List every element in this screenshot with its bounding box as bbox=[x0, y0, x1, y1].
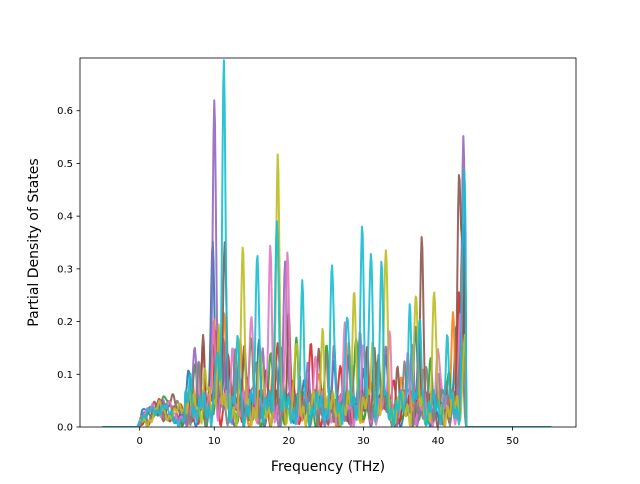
series-line-8 bbox=[102, 344, 552, 427]
y-tick-label: 0.5 bbox=[57, 159, 73, 170]
series-layer bbox=[102, 59, 552, 427]
x-tick-label: 30 bbox=[357, 436, 370, 447]
ticks-layer: 0 10 20 30 40 50 0.0 0.1 0.2 0.3 0.4 0.5 0.6 bbox=[57, 106, 519, 447]
x-tick-label: 10 bbox=[208, 436, 221, 447]
y-tick-label: 0.1 bbox=[57, 370, 73, 381]
x-tick-label: 0 bbox=[136, 436, 142, 447]
y-tick-label: 0.4 bbox=[57, 212, 73, 223]
y-axis-label: Partial Density of States bbox=[26, 158, 42, 326]
x-tick-label: 40 bbox=[432, 436, 445, 447]
y-tick-label: 0.3 bbox=[57, 264, 73, 275]
series-line-6 bbox=[102, 174, 552, 427]
y-tick-label: 0.6 bbox=[57, 106, 73, 117]
x-tick-label: 50 bbox=[506, 436, 519, 447]
y-tick-label: 0.0 bbox=[57, 423, 73, 434]
series-line-9 bbox=[102, 153, 552, 427]
series-line-10 bbox=[102, 59, 552, 427]
y-tick-label: 0.2 bbox=[57, 317, 73, 328]
x-tick-label: 20 bbox=[282, 436, 295, 447]
plot-frame bbox=[79, 57, 577, 428]
x-axis-label: Frequency (THz) bbox=[271, 459, 385, 475]
